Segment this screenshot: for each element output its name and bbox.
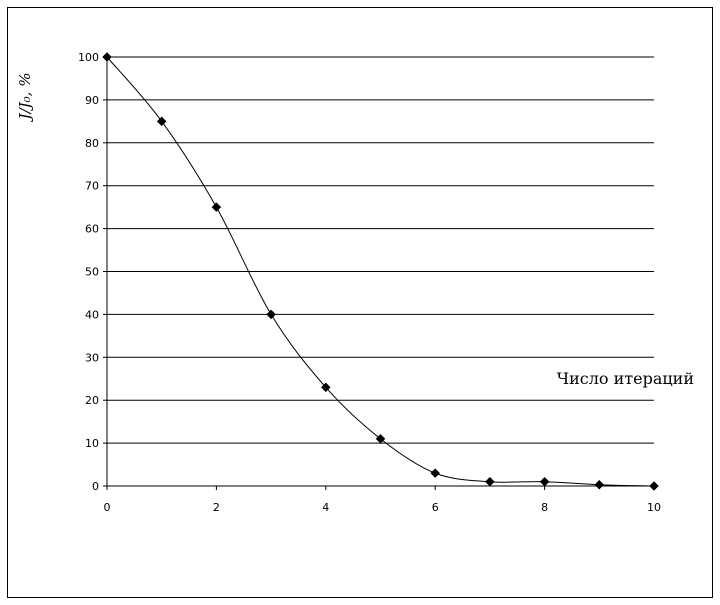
y-tick-label-50: 50 <box>85 266 99 279</box>
data-point-x0 <box>102 52 112 62</box>
y-axis-label: J/J₀, % <box>16 73 34 123</box>
axes <box>103 56 655 490</box>
x-tick-label-4: 4 <box>322 501 329 514</box>
y-tick-label-20: 20 <box>85 394 99 407</box>
x-tick-labels: 0 2 4 6 8 10 <box>104 501 662 514</box>
x-tick-label-10: 10 <box>647 501 661 514</box>
data-point-x2 <box>211 202 222 213</box>
y-tick-label-30: 30 <box>85 351 99 364</box>
y-tick-label-80: 80 <box>85 137 99 150</box>
chart-svg: 0 10 20 30 40 50 60 70 80 90 100 0 2 4 6 8 10 J/J₀, % Ч… <box>16 51 694 514</box>
y-tick-label-10: 10 <box>85 437 99 450</box>
data-point-x4 <box>320 382 331 393</box>
x-tick-label-0: 0 <box>104 501 111 514</box>
x-tick-label-6: 6 <box>432 501 439 514</box>
grid-lines <box>107 56 654 444</box>
y-tick-labels: 0 10 20 30 40 50 60 70 80 90 100 <box>78 51 99 493</box>
y-tick-label-40: 40 <box>85 308 99 321</box>
y-tick-label-100: 100 <box>78 51 99 64</box>
chart-frame: 0 10 20 30 40 50 60 70 80 90 100 0 2 4 6 8 10 J/J₀, % Ч… <box>7 7 713 598</box>
y-tick-label-70: 70 <box>85 180 99 193</box>
data-point-x5 <box>375 433 386 444</box>
data-point-x7 <box>485 476 495 487</box>
data-point-x1 <box>156 116 167 127</box>
x-axis-label: Число итераций <box>557 369 694 388</box>
x-tick-label-2: 2 <box>213 501 220 514</box>
data-point-x10 <box>649 481 659 491</box>
data-point-x8 <box>539 476 550 487</box>
x-tick-label-8: 8 <box>541 501 548 514</box>
y-tick-label-90: 90 <box>85 94 99 107</box>
y-tick-label-60: 60 <box>85 223 99 236</box>
data-point-x3 <box>266 309 276 320</box>
data-point-x9 <box>594 479 605 490</box>
data-markers <box>102 52 659 491</box>
y-tick-label-0: 0 <box>92 480 99 493</box>
data-point-x6 <box>430 468 441 478</box>
